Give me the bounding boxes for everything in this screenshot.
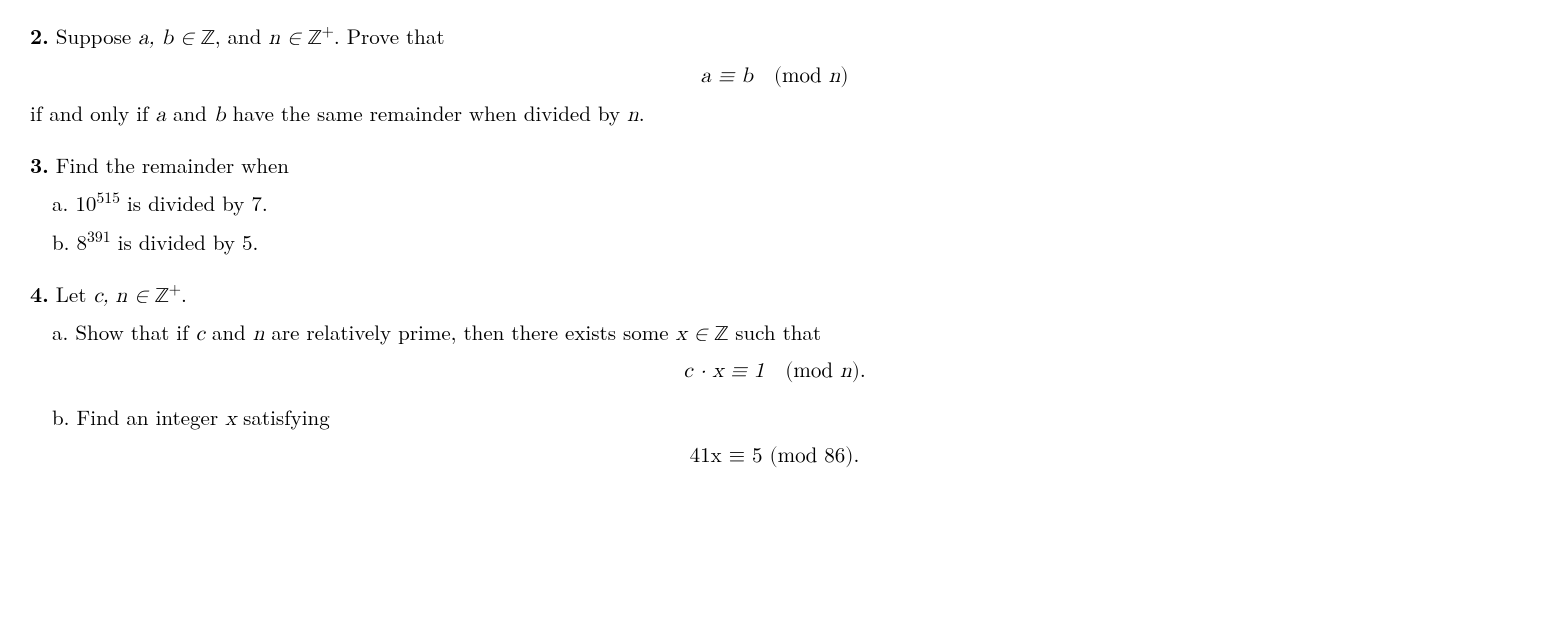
problem-4: 4. Let c, n ∈ ℤ+. a. Show that if c and … <box>30 276 1519 473</box>
subpart-label: b. <box>52 227 70 257</box>
mod-n: n <box>840 361 852 382</box>
subpart-label: a. <box>52 317 68 347</box>
problem-2-tail: if and only if a and b have the same rem… <box>30 98 1519 132</box>
problem-4b-display: 41x ≡ 5 (mod 86). <box>30 441 1519 473</box>
problem-4-number: 4. <box>30 279 49 309</box>
mod-open: (mod <box>785 361 840 382</box>
problem-2: 2. Suppose a, b ∈ ℤ, and n ∈ ℤ+. Prove t… <box>30 18 1519 132</box>
text: . <box>639 98 645 128</box>
text: and <box>166 98 214 128</box>
set-Z: ℤ <box>201 28 215 49</box>
base: 8 <box>77 227 88 257</box>
var-b: b <box>214 105 226 126</box>
mod-n: n <box>829 66 841 87</box>
problem-2-number: 2. <box>30 21 49 51</box>
var-n: n <box>253 324 265 345</box>
problem-3-statement: 3. Find the remainder when <box>30 150 1519 182</box>
problem-4a: a. Show that if c and n are relatively p… <box>30 317 1519 351</box>
mod-close: ) <box>840 66 848 87</box>
problem-3-number: 3. <box>30 150 49 180</box>
base: 10 <box>75 188 96 218</box>
text: have the same remainder when divided by <box>226 98 628 128</box>
subpart-label: a. <box>52 188 68 218</box>
text: is divided by 7. <box>120 188 268 218</box>
text: satisfying <box>236 402 330 432</box>
problem-4a-display: c · x ≡ 1 (mod n). <box>30 356 1519 388</box>
sup-plus: + <box>322 18 334 41</box>
text: . Prove that <box>334 21 445 51</box>
math: c, n ∈ <box>93 286 155 307</box>
text: is divided by 5. <box>111 227 259 257</box>
math: a, b ∈ <box>138 28 201 49</box>
problem-4-statement: 4. Let c, n ∈ ℤ+. <box>30 276 1519 313</box>
math: x ∈ <box>676 324 715 345</box>
mod-open: (mod <box>774 66 829 87</box>
problem-2-display: a ≡ b (mod n) <box>30 61 1519 93</box>
var-a: a <box>155 105 166 126</box>
exponent: 391 <box>87 224 111 247</box>
text: , and <box>215 21 269 51</box>
mod-close: ). <box>852 361 866 382</box>
text: Show that if <box>75 317 195 347</box>
problem-3b: b. 8391 is divided by 5. <box>30 224 1519 259</box>
math: a ≡ b <box>700 66 752 87</box>
var-n: n <box>627 105 639 126</box>
problem-3a: a. 10515 is divided by 7. <box>30 185 1519 220</box>
var-x: x <box>225 409 236 430</box>
problem-3: 3. Find the remainder when a. 10515 is d… <box>30 150 1519 259</box>
text: and <box>205 317 253 347</box>
text: . <box>181 279 187 309</box>
text: Find the remainder when <box>56 150 289 180</box>
text: Let <box>56 279 94 309</box>
exponent: 515 <box>96 185 120 208</box>
text: Suppose <box>56 21 138 51</box>
var-c: c <box>196 324 205 345</box>
problem-2-statement: 2. Suppose a, b ∈ ℤ, and n ∈ ℤ+. Prove t… <box>30 18 1519 55</box>
set-Z: ℤ <box>155 286 169 307</box>
text: are relatively prime, then there exists … <box>264 317 675 347</box>
set-Z: ℤ <box>308 28 322 49</box>
text: such that <box>728 317 821 347</box>
math: n ∈ <box>268 28 308 49</box>
set-Z: ℤ <box>715 324 729 345</box>
math: 41x ≡ 5 (mod 86). <box>690 446 860 467</box>
sup-plus: + <box>169 276 181 299</box>
problem-4b: b. Find an integer x satisfying <box>30 402 1519 436</box>
text: Find an integer <box>77 402 226 432</box>
text: if and only if <box>30 98 155 128</box>
subpart-label: b. <box>52 402 70 432</box>
math: c · x ≡ 1 <box>683 361 764 382</box>
